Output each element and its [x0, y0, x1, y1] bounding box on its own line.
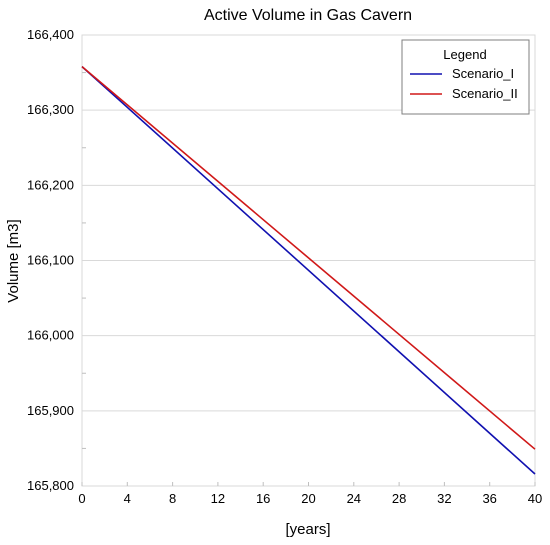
x-tick-label: 4 [124, 491, 131, 506]
x-tick-label: 28 [392, 491, 406, 506]
x-tick-label: 12 [211, 491, 225, 506]
legend-entry: Scenario_I [452, 66, 514, 81]
y-tick-label: 165,800 [27, 478, 74, 493]
y-tick-label: 166,300 [27, 102, 74, 117]
legend-box [401, 39, 530, 115]
x-tick-label: 0 [78, 491, 85, 506]
y-tick-label: 166,000 [27, 328, 74, 343]
y-tick-label: 165,900 [27, 403, 74, 418]
y-axis-title: Volume [m3] [5, 219, 22, 302]
x-tick-label: 16 [256, 491, 270, 506]
x-axis: 0 4 8 12 16 20 24 28 32 36 40 [78, 482, 542, 506]
chart-title: Active Volume in Gas Cavern [204, 7, 412, 24]
y-tick-label: 166,400 [27, 27, 74, 42]
y-tick-label: 166,100 [27, 253, 74, 268]
x-tick-label: 20 [301, 491, 315, 506]
x-tick-label: 24 [347, 491, 361, 506]
y-axis: 165,800 165,900 166,000 166,100 166,200 166,3… [27, 27, 86, 493]
legend-entry: Scenario_II [452, 86, 518, 101]
legend: Legend Scenario_I Scenario_II [401, 39, 530, 115]
x-tick-label: 8 [169, 491, 176, 506]
legend-title: Legend [443, 47, 486, 62]
x-tick-label: 36 [482, 491, 496, 506]
series-lines [81, 65, 536, 475]
x-tick-label: 40 [528, 491, 542, 506]
series-line-scenario_i [81, 66, 536, 475]
series-line-scenario_ii [81, 65, 536, 450]
x-axis-title: [years] [285, 521, 330, 538]
x-tick-label: 32 [437, 491, 451, 506]
y-tick-label: 166,200 [27, 177, 74, 192]
